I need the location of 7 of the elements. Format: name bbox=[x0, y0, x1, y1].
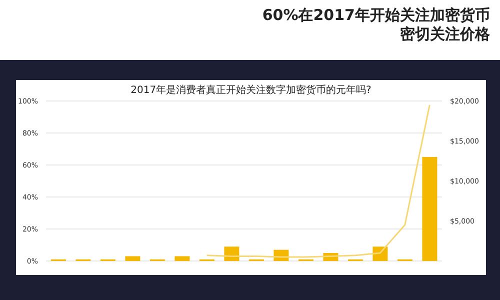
line-series bbox=[206, 104, 430, 258]
bar bbox=[174, 256, 190, 261]
bar bbox=[125, 256, 140, 261]
bar bbox=[422, 157, 438, 261]
chart-subtitle: 密切关注价格 bbox=[399, 25, 490, 44]
text: 2017年是消费者真正开始关注数字加密货币的元年吗? bbox=[130, 84, 372, 97]
chart-title: 60%在2017年开始关注加密货币 bbox=[262, 6, 490, 25]
